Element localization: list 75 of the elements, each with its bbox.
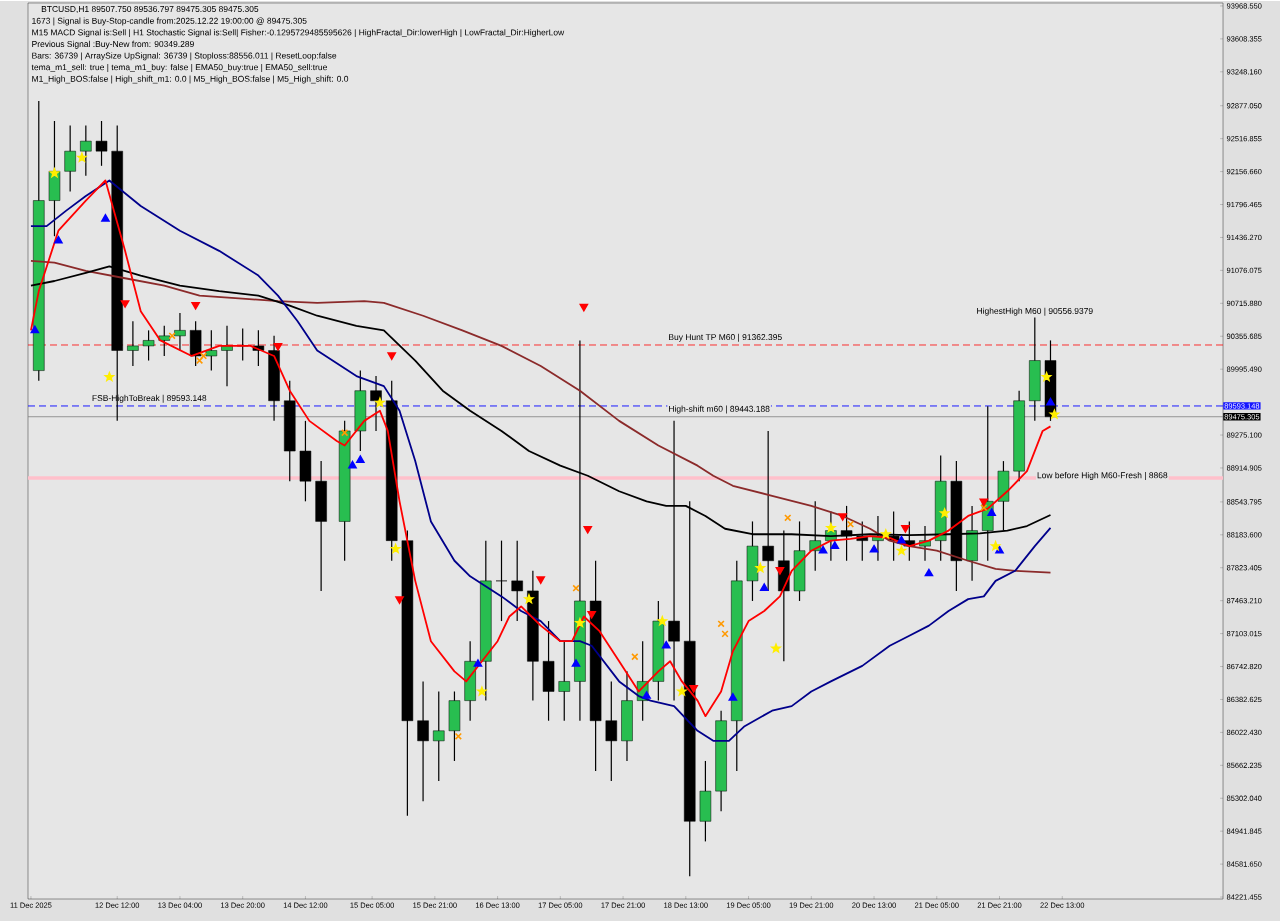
candlestick [605,680,618,782]
chart-title: BTCUSD,H1 89507.750 89536.797 89475.305 89475.305 [41,5,259,13]
point [869,544,879,553]
point [77,152,87,162]
point [536,576,545,584]
point [728,693,738,701]
point [721,630,729,638]
candlestick [80,124,92,177]
point [587,610,596,619]
point [348,460,357,469]
annotation: 1673 | Signal is Buy-Stop-candle from:2025.12.22 19:00:00 @ 89475.305 [32,17,307,26]
point [924,568,934,577]
point [191,301,200,310]
point [395,596,404,604]
ref-line-label: High-shift m60 | 89443.188 [669,405,770,414]
point [990,541,1001,551]
point [897,535,906,544]
candlestick [142,329,155,362]
annotation: Previous Signal :Buy-New from: 90349.289 [32,40,194,49]
point [375,397,385,407]
point [1046,397,1055,406]
annotation: Bars: 36739 | ArraySize UpSignal: 36739 | Stoploss:88556.011 | ResetLoop:false [32,52,337,61]
annotation: M15 MACD Signal is:Sell | H1 Stochastic Signal is:Sell| Fisher:-0.1295729485595626 | HighFractal_Dir:lowerHigh | LowFractal_Dir:HigherLow [32,29,565,38]
candlestick [64,124,76,193]
point [771,643,781,653]
candlestick [511,540,523,622]
point [896,545,907,555]
point [454,732,462,740]
point [387,352,396,360]
point [54,235,63,244]
point [1049,409,1060,419]
point [677,686,687,696]
point [631,653,639,661]
candlestick [417,680,429,802]
point [979,498,989,507]
point [775,567,785,575]
candlestick [433,690,445,782]
point [101,214,110,222]
point [901,525,910,533]
ref-line-label: Buy Hunt TP M60 | 91362.395 [669,333,782,342]
point [987,508,996,517]
point [575,618,585,627]
candlestick [495,540,508,622]
point [195,356,204,365]
point [830,541,840,549]
point [583,525,593,534]
point [477,686,487,696]
point [661,640,671,649]
point [579,303,589,312]
candlestick [127,320,139,367]
point [642,691,651,699]
point [717,620,725,628]
annotation: tema_m1_sell: true | tema_m1_buy: false | EMA50_buy:true | EMA50_sell:true [31,63,327,72]
point [759,583,769,591]
point [784,514,792,522]
point [838,513,847,521]
point [818,545,828,554]
candlestick [370,375,382,432]
point [689,685,698,693]
candlestick [558,640,570,722]
candlestick [95,120,108,167]
point [571,659,581,667]
point [30,325,40,334]
point [356,455,365,463]
point [980,504,988,512]
point [341,429,349,437]
annotation: M1_High_BOS:false | High_shift_m1: 0.0 | M5_High_BOS:false | M5_High_shift: 0.0 [32,75,349,84]
point [120,300,130,308]
point [473,659,483,667]
point [168,332,176,340]
annotation: HighestHigh M60 | 90556.9379 [977,307,1093,316]
point [881,529,891,539]
point [49,168,60,178]
point [273,343,283,351]
ref-line-label: Low before High M60-Fresh | 8868 [1037,472,1168,480]
